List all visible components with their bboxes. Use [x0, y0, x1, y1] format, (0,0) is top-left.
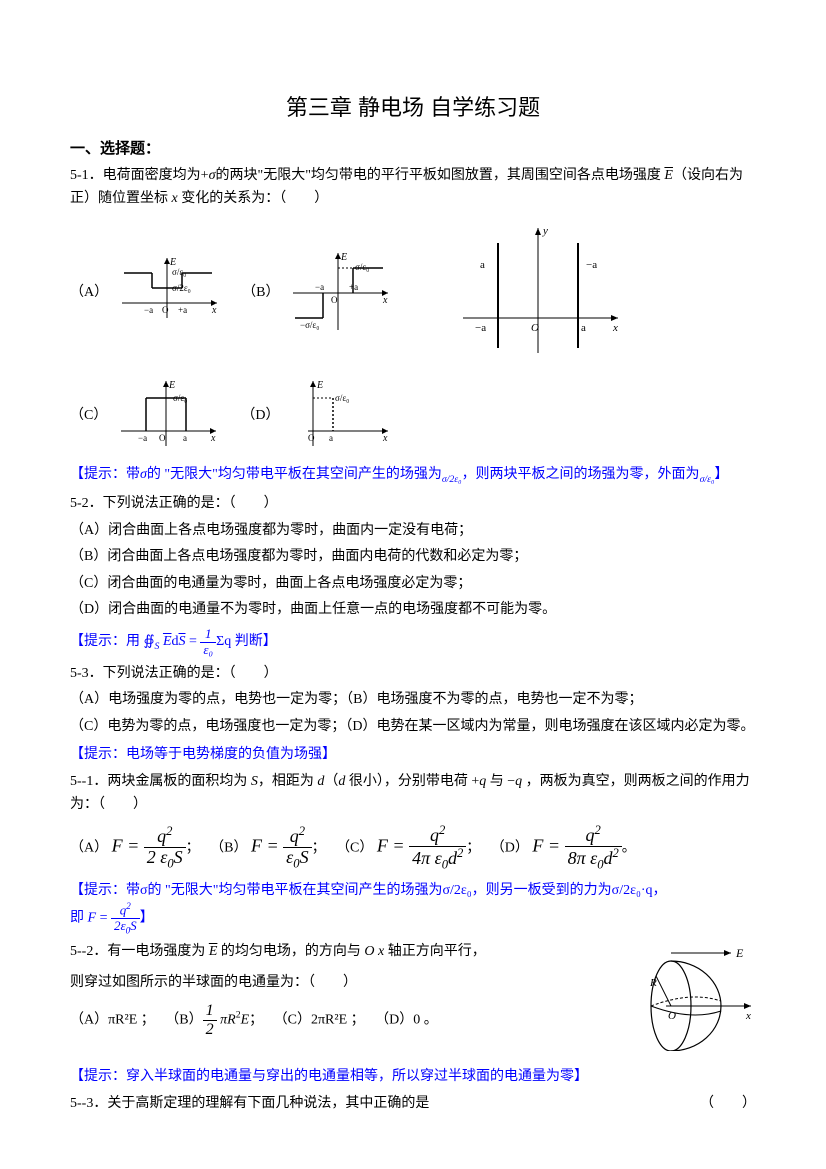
svg-text:O: O [531, 322, 539, 334]
q53-num: 5-3． [70, 666, 103, 681]
q52-hint: 【提示：用 ∯S EdS = 1ε₀Σq 判断】 [70, 627, 756, 657]
q5_1-text: 5--1．两块金属板的面积均为 S，相距为 d（d 很小），分别带电荷 +q 与… [70, 771, 756, 816]
graph-C: E x σ/ε₀ −a O a [111, 376, 221, 456]
svg-text:σ/ε₀: σ/ε₀ [355, 262, 369, 272]
svg-text:−a: −a [586, 259, 597, 271]
svg-text:O: O [162, 305, 169, 315]
q53-text: 5-3．下列说法正确的是：（ ） [70, 663, 756, 685]
graph-A: E x σ/ε₀ σ/2ε₀ −a O +a [112, 253, 222, 333]
q5_2-hint: 【提示：穿入半球面的电通量与穿出的电通量相等，所以穿过半球面的电通量为零】 [70, 1066, 756, 1087]
q52-A: （A）闭合曲面上各点电场强度都为零时，曲面内一定没有电荷； [70, 520, 756, 542]
q5_2-num: 5--2． [70, 944, 107, 959]
q52-B: （B）闭合曲面上各点电场强度都为零时，曲面内电荷的代数和必定为零； [70, 546, 756, 568]
q53-hint: 【提示：电场等于电势梯度的负值为场强】 [70, 744, 756, 765]
q5_2-block: x O R E 5--2．有一电场强度为 E 的均匀电场，的方向与 O x 轴正… [70, 941, 756, 1059]
svg-text:−a: −a [144, 305, 153, 315]
q52-text: 5-2．下列说法正确的是：（ ） [70, 493, 756, 515]
section-heading: 一、选择题： [70, 137, 756, 161]
svg-text:−a: −a [475, 322, 486, 334]
svg-text:a: a [329, 433, 333, 443]
svg-text:O: O [668, 1010, 676, 1022]
q51-fig-row2: （C） E x σ/ε₀ −a O a （D） E x σ/ [70, 376, 756, 456]
svg-text:x: x [745, 1010, 751, 1022]
q5_3-blank: （ ） [700, 1093, 756, 1115]
svg-text:+a: +a [349, 282, 358, 292]
svg-text:−a: −a [315, 282, 324, 292]
q51-optC-label: （C） [70, 405, 107, 427]
q51-text: 5-1．电荷面密度均为+σ的两块"无限大"均匀带电的平行平板如图放置，其周围空间… [70, 165, 756, 210]
q51-fig-row1: （A） E x σ/ε₀ σ/2ε₀ −a O +a （B） [70, 218, 756, 368]
q52-D: （D）闭合曲面的电通量不为零时，曲面上任意一点的电场强度都不可能为零。 [70, 599, 756, 621]
q5_1-hint: 【提示：带σ的 "无限大"均匀带电平板在其空间产生的场强为σ/2ε₀，则另一板受… [70, 880, 756, 935]
svg-text:+a: +a [178, 305, 187, 315]
svg-text:y: y [542, 225, 548, 237]
q51-num: 5-1． [70, 168, 103, 183]
hemisphere-diagram: x O R E [606, 941, 756, 1051]
q5_1-options: （A） F = q22 ε0S； （B） F = q2ε0S； （C） F = … [70, 824, 756, 872]
q51-optD-label: （D） [241, 405, 279, 427]
svg-text:E: E [168, 380, 175, 391]
q53-A: （A）电场强度为零的点，电势也一定为零；（B）电场强度不为零的点，电势也一定不为… [70, 689, 756, 711]
q51-hint: 【提示：带σ的 "无限大"均匀带电平板在其空间产生的场强为σ/2ε₀，则两块平板… [70, 464, 756, 487]
q5_3-text: 5--3．关于高斯定理的理解有下面几种说法，其中正确的是 （ ） [70, 1093, 756, 1115]
svg-text:O: O [159, 433, 166, 443]
plates-diagram: y x a −a −a O a [453, 218, 623, 368]
svg-text:a: a [183, 433, 187, 443]
svg-text:x: x [211, 305, 217, 316]
q51-optB-label: （B） [242, 282, 279, 304]
svg-text:x: x [382, 433, 388, 444]
svg-text:x: x [612, 322, 618, 334]
svg-text:R: R [649, 977, 657, 989]
svg-text:σ/ε₀: σ/ε₀ [172, 267, 186, 277]
page-title: 第三章 静电场 自学练习题 [70, 90, 756, 125]
svg-text:O: O [331, 295, 338, 305]
q51-optA-label: （A） [70, 282, 108, 304]
q52-num: 5-2． [70, 496, 103, 511]
svg-text:O: O [308, 433, 315, 443]
svg-text:E: E [316, 380, 323, 391]
svg-text:σ/ε₀: σ/ε₀ [335, 393, 349, 403]
q52-C: （C）闭合曲面的电通量为零时，曲面上各点电场强度必定为零； [70, 573, 756, 595]
svg-text:E: E [340, 252, 347, 263]
q5_3-num: 5--3． [70, 1096, 107, 1111]
svg-text:−a: −a [138, 433, 147, 443]
q5_1-num: 5--1． [70, 774, 107, 789]
graph-B: E x σ/ε₀ −a O +a −σ/ε₀ [283, 248, 393, 338]
svg-text:a: a [480, 259, 485, 271]
svg-text:a: a [581, 322, 586, 334]
graph-D: E x σ/ε₀ O a [283, 376, 393, 456]
svg-text:E: E [735, 946, 744, 960]
svg-text:−σ/ε₀: −σ/ε₀ [300, 320, 319, 330]
svg-text:x: x [382, 295, 388, 306]
q53-C: （C）电势为零的点，电场强度也一定为零；（D）电势在某一区域内为常量，则电场强度… [70, 716, 756, 738]
svg-text:x: x [210, 433, 216, 444]
